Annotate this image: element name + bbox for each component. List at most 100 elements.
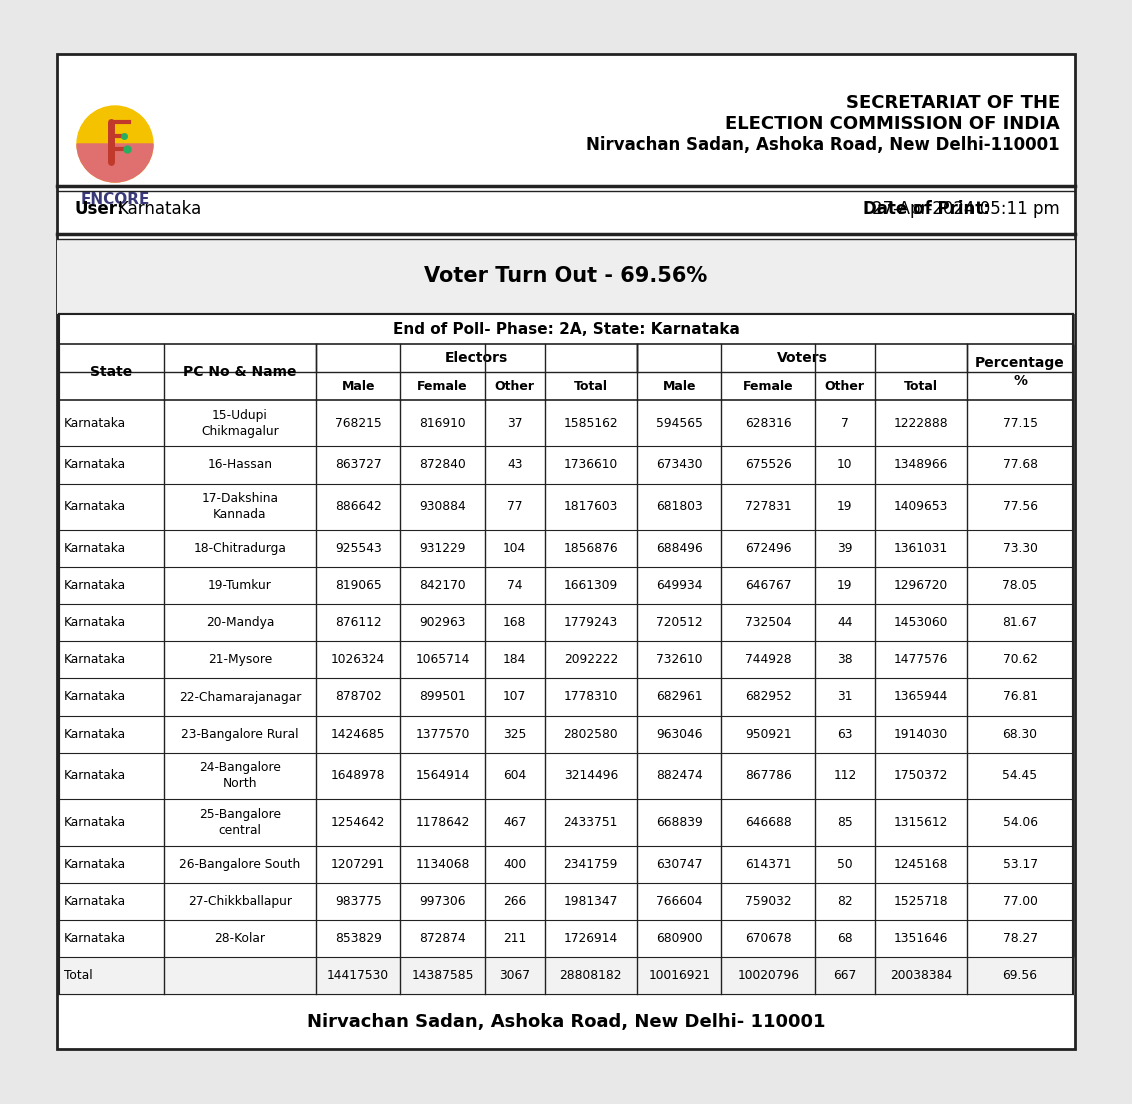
Text: 22-Chamarajanagar: 22-Chamarajanagar bbox=[179, 690, 301, 703]
Text: Karnataka: Karnataka bbox=[65, 580, 126, 592]
Text: Other: Other bbox=[825, 380, 865, 393]
Text: 53.17: 53.17 bbox=[1003, 858, 1038, 871]
Text: 1409653: 1409653 bbox=[893, 500, 949, 513]
Text: 28-Kolar: 28-Kolar bbox=[214, 932, 265, 945]
Text: 107: 107 bbox=[503, 690, 526, 703]
Text: Karnataka: Karnataka bbox=[65, 500, 126, 513]
Text: 1914030: 1914030 bbox=[894, 728, 947, 741]
Text: 867786: 867786 bbox=[745, 769, 791, 783]
Text: 77.68: 77.68 bbox=[1003, 458, 1038, 471]
Text: Karnataka: Karnataka bbox=[65, 894, 126, 907]
Text: 1477576: 1477576 bbox=[893, 654, 949, 667]
Text: 1361031: 1361031 bbox=[894, 542, 947, 555]
Text: 899501: 899501 bbox=[419, 690, 466, 703]
Text: Voters: Voters bbox=[777, 351, 827, 365]
Text: 467: 467 bbox=[503, 816, 526, 829]
Text: Voter Turn Out - 69.56%: Voter Turn Out - 69.56% bbox=[424, 266, 708, 287]
Text: 1178642: 1178642 bbox=[415, 816, 470, 829]
Text: 1564914: 1564914 bbox=[415, 769, 470, 783]
Text: 70.62: 70.62 bbox=[1003, 654, 1038, 667]
Text: 16-Hassan: 16-Hassan bbox=[207, 458, 273, 471]
Text: 1778310: 1778310 bbox=[564, 690, 618, 703]
Text: 925543: 925543 bbox=[335, 542, 381, 555]
Text: 1245168: 1245168 bbox=[893, 858, 949, 871]
Text: 266: 266 bbox=[503, 894, 526, 907]
Text: Total: Total bbox=[574, 380, 608, 393]
Text: Nirvachan Sadan, Ashoka Road, New Delhi-110001: Nirvachan Sadan, Ashoka Road, New Delhi-… bbox=[586, 136, 1060, 153]
Text: 78.05: 78.05 bbox=[1003, 580, 1038, 592]
Text: ELECTION COMMISSION OF INDIA: ELECTION COMMISSION OF INDIA bbox=[726, 115, 1060, 132]
Text: 882474: 882474 bbox=[655, 769, 703, 783]
Text: 24-Bangalore
North: 24-Bangalore North bbox=[199, 762, 281, 790]
Text: 732610: 732610 bbox=[655, 654, 703, 667]
Text: 1296720: 1296720 bbox=[894, 580, 947, 592]
Text: 112: 112 bbox=[833, 769, 857, 783]
Text: Karnataka: Karnataka bbox=[65, 816, 126, 829]
Text: 2341759: 2341759 bbox=[564, 858, 618, 871]
FancyBboxPatch shape bbox=[57, 54, 1075, 1049]
Text: 168: 168 bbox=[503, 616, 526, 629]
Text: Karnataka: Karnataka bbox=[65, 690, 126, 703]
Text: 74: 74 bbox=[507, 580, 523, 592]
Text: 646688: 646688 bbox=[745, 816, 791, 829]
Text: 816910: 816910 bbox=[419, 416, 466, 429]
Text: 2433751: 2433751 bbox=[564, 816, 618, 829]
Text: 1453060: 1453060 bbox=[893, 616, 949, 629]
Text: 43: 43 bbox=[507, 458, 523, 471]
Text: 766604: 766604 bbox=[655, 894, 703, 907]
Text: 15-Udupi
Chikmagalur: 15-Udupi Chikmagalur bbox=[201, 408, 278, 437]
Text: 1726914: 1726914 bbox=[564, 932, 618, 945]
Text: 20038384: 20038384 bbox=[890, 969, 952, 981]
Text: 667: 667 bbox=[833, 969, 857, 981]
Text: 39: 39 bbox=[837, 542, 852, 555]
Text: 1856876: 1856876 bbox=[564, 542, 618, 555]
Text: 930884: 930884 bbox=[419, 500, 466, 513]
Text: 872874: 872874 bbox=[419, 932, 466, 945]
Text: 878702: 878702 bbox=[335, 690, 381, 703]
Text: 1585162: 1585162 bbox=[564, 416, 618, 429]
Text: 26-Bangalore South: 26-Bangalore South bbox=[179, 858, 300, 871]
Text: 886642: 886642 bbox=[335, 500, 381, 513]
Text: 842170: 842170 bbox=[419, 580, 466, 592]
Text: 23-Bangalore Rural: 23-Bangalore Rural bbox=[181, 728, 299, 741]
Text: Karnataka: Karnataka bbox=[65, 616, 126, 629]
Text: Karnataka: Karnataka bbox=[65, 542, 126, 555]
Text: 54.45: 54.45 bbox=[1003, 769, 1038, 783]
Text: 768215: 768215 bbox=[335, 416, 381, 429]
Text: 25-Bangalore
central: 25-Bangalore central bbox=[199, 808, 281, 837]
Text: 1424685: 1424685 bbox=[331, 728, 385, 741]
Text: 759032: 759032 bbox=[745, 894, 791, 907]
Text: 1736610: 1736610 bbox=[564, 458, 618, 471]
Text: 10: 10 bbox=[837, 458, 852, 471]
Text: 44: 44 bbox=[837, 616, 852, 629]
Text: 2092222: 2092222 bbox=[564, 654, 618, 667]
Text: 85: 85 bbox=[837, 816, 852, 829]
Text: 672496: 672496 bbox=[745, 542, 791, 555]
Text: 1365944: 1365944 bbox=[893, 690, 949, 703]
Text: 76.81: 76.81 bbox=[1003, 690, 1038, 703]
Wedge shape bbox=[77, 144, 153, 182]
Text: Total: Total bbox=[65, 969, 93, 981]
Text: Karnataka: Karnataka bbox=[65, 858, 126, 871]
Text: 400: 400 bbox=[503, 858, 526, 871]
Text: 21-Mysore: 21-Mysore bbox=[207, 654, 272, 667]
Text: Karnataka: Karnataka bbox=[117, 200, 201, 217]
Text: 853829: 853829 bbox=[335, 932, 381, 945]
Text: End of Poll- Phase: 2A, State: Karnataka: End of Poll- Phase: 2A, State: Karnataka bbox=[393, 321, 739, 337]
Text: 77: 77 bbox=[507, 500, 523, 513]
Text: 54.06: 54.06 bbox=[1003, 816, 1038, 829]
Text: 325: 325 bbox=[503, 728, 526, 741]
Text: 10020796: 10020796 bbox=[737, 969, 799, 981]
Text: 876112: 876112 bbox=[335, 616, 381, 629]
Text: 77.00: 77.00 bbox=[1003, 894, 1038, 907]
Text: Karnataka: Karnataka bbox=[65, 654, 126, 667]
Text: 3067: 3067 bbox=[499, 969, 530, 981]
Text: 1648978: 1648978 bbox=[331, 769, 385, 783]
Text: 1377570: 1377570 bbox=[415, 728, 470, 741]
Text: 1661309: 1661309 bbox=[564, 580, 618, 592]
Text: 744928: 744928 bbox=[745, 654, 791, 667]
Text: 732504: 732504 bbox=[745, 616, 791, 629]
Text: 14387585: 14387585 bbox=[411, 969, 474, 981]
Text: 682961: 682961 bbox=[655, 690, 703, 703]
Text: ENCORE: ENCORE bbox=[80, 192, 149, 208]
